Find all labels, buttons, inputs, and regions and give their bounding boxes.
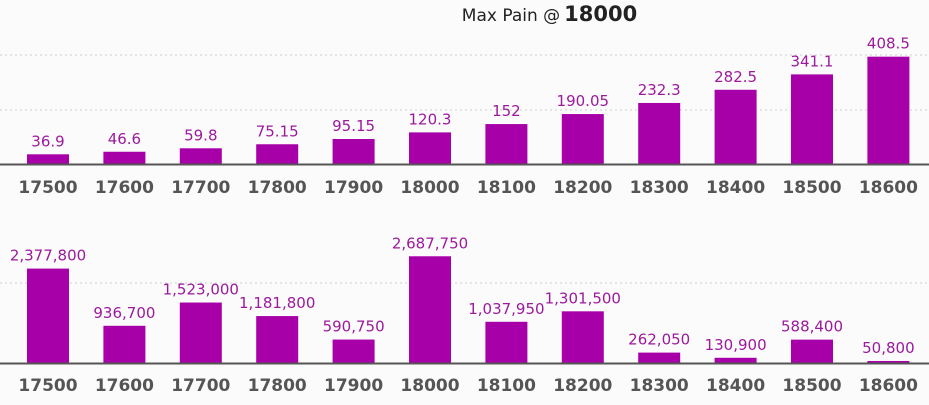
bar-value-label: 190.05	[557, 92, 610, 110]
bar-value-label: 59.8	[184, 126, 217, 144]
x-tick-label: 17900	[324, 376, 383, 396]
bar-18000[interactable]	[409, 256, 451, 363]
x-tick-label: 18000	[400, 178, 459, 198]
x-tick-label: 17700	[171, 376, 230, 396]
bar-value-label: 936,700	[93, 304, 155, 322]
bar-18500[interactable]	[791, 339, 833, 363]
bar-value-label: 95.15	[332, 117, 375, 135]
max-pain-label: Max Pain @	[461, 6, 561, 26]
bar-value-label: 36.9	[31, 132, 64, 150]
bar-value-label: 2,687,750	[392, 234, 468, 252]
bar-18400[interactable]	[714, 357, 757, 363]
bar-value-label: 120.3	[409, 110, 452, 128]
x-tick-label: 18100	[477, 178, 536, 198]
x-tick-label: 17800	[248, 376, 307, 396]
x-tick-label: 17500	[18, 376, 77, 396]
bar-17500[interactable]	[27, 268, 69, 363]
bar-17800[interactable]	[256, 316, 299, 363]
bar-value-label: 75.15	[256, 122, 299, 140]
bar-18400[interactable]	[714, 89, 757, 164]
bar-17700[interactable]	[179, 302, 222, 363]
x-tick-label: 18600	[859, 178, 918, 198]
bar-value-label: 46.6	[108, 130, 141, 148]
max-pain-title: Max Pain @18000	[0, 2, 929, 26]
bar-18600[interactable]	[867, 56, 910, 165]
bar-18500[interactable]	[791, 74, 833, 164]
bar-value-label: 1,523,000	[163, 281, 239, 299]
x-tick-label: 17500	[18, 178, 77, 198]
x-tick-label: 18300	[630, 178, 689, 198]
bar-18000[interactable]	[409, 132, 451, 164]
x-tick-label: 18200	[553, 178, 612, 198]
bar-value-label: 262,050	[628, 331, 690, 349]
bar-value-label: 1,037,950	[468, 300, 544, 318]
premium-chart: 36.9 17500 46.6 17600 59.8 17700 75.15 17800 95.…	[0, 35, 929, 198]
x-tick-label: 18400	[706, 376, 765, 396]
x-tick-label: 18500	[782, 178, 841, 198]
bar-18100[interactable]	[485, 321, 528, 363]
bar-17900[interactable]	[332, 339, 375, 363]
open-interest-chart: 2,377,800 17500 936,700 17600 1,523,000 17700…	[0, 234, 929, 396]
x-tick-label: 18100	[477, 376, 536, 396]
x-tick-label: 17600	[95, 178, 154, 198]
bar-value-label: 232.3	[638, 81, 681, 99]
bar-value-label: 282.5	[714, 68, 757, 86]
bar-value-label: 341.1	[791, 52, 834, 70]
bar-value-label: 130,900	[705, 336, 767, 354]
bar-value-label: 588,400	[781, 318, 843, 336]
bar-value-label: 408.5	[867, 35, 910, 53]
bar-value-label: 1,181,800	[239, 294, 315, 312]
bar-value-label: 50,800	[862, 339, 915, 357]
bar-18300[interactable]	[638, 352, 681, 363]
bar-17600[interactable]	[103, 325, 146, 363]
x-tick-label: 17700	[171, 178, 230, 198]
bar-17600[interactable]	[103, 151, 146, 164]
x-tick-label: 18200	[553, 376, 612, 396]
x-tick-label: 18000	[400, 376, 459, 396]
x-tick-label: 18400	[706, 178, 765, 198]
bar-18200[interactable]	[561, 114, 604, 164]
x-tick-label: 18500	[782, 376, 841, 396]
bar-18300[interactable]	[638, 102, 681, 164]
bar-18100[interactable]	[485, 124, 528, 164]
x-tick-label: 18600	[859, 376, 918, 396]
bar-17800[interactable]	[256, 144, 299, 164]
bar-18600[interactable]	[867, 360, 910, 363]
x-tick-label: 17800	[248, 178, 307, 198]
x-tick-label: 17600	[95, 376, 154, 396]
x-tick-label: 17900	[324, 178, 383, 198]
x-tick-label: 18300	[630, 376, 689, 396]
bar-value-label: 152	[492, 102, 521, 120]
bar-17500[interactable]	[27, 154, 69, 164]
bar-17700[interactable]	[179, 148, 222, 164]
bar-value-label: 1,301,500	[545, 289, 621, 307]
bar-18200[interactable]	[561, 311, 604, 363]
bar-17900[interactable]	[332, 138, 375, 164]
bar-value-label: 590,750	[323, 318, 385, 336]
max-pain-value: 18000	[564, 2, 638, 26]
bar-value-label: 2,377,800	[10, 247, 86, 265]
